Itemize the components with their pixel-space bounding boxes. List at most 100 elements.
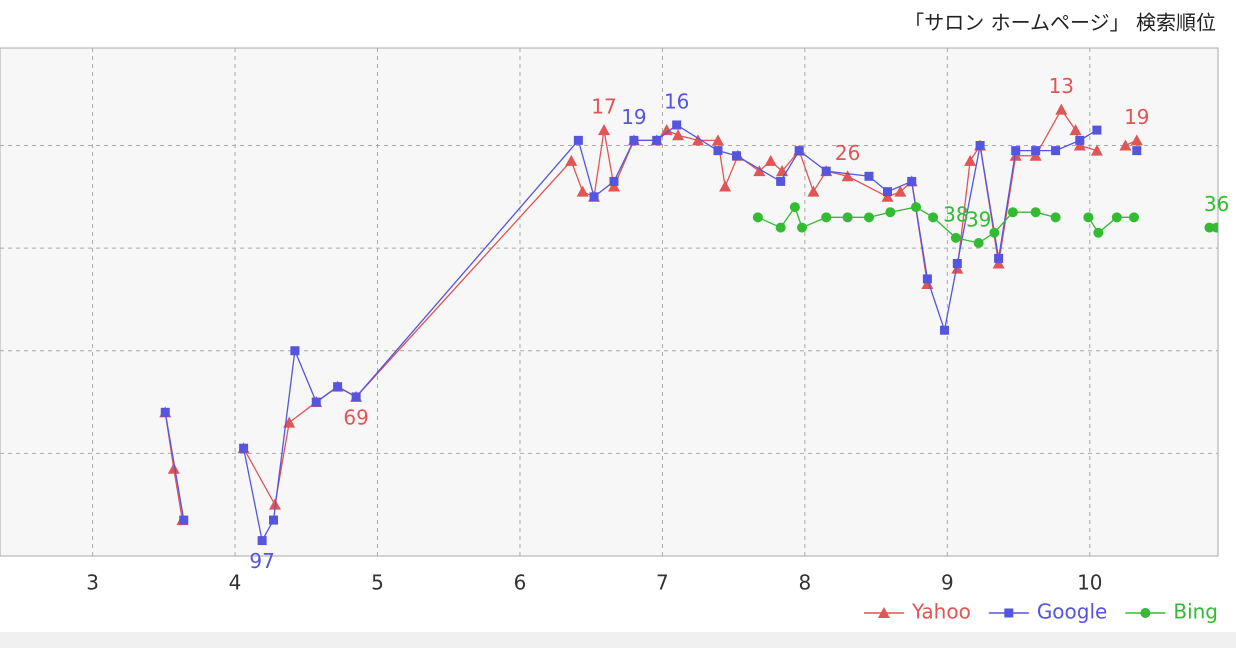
marker — [821, 166, 831, 176]
marker — [841, 170, 854, 182]
marker — [964, 154, 977, 166]
marker — [731, 151, 741, 161]
marker — [863, 212, 874, 223]
marker — [1051, 146, 1061, 156]
marker — [952, 259, 962, 269]
marker — [885, 207, 896, 218]
data-label: 36 — [1204, 192, 1229, 216]
marker — [239, 443, 249, 453]
series-line — [757, 205, 1056, 244]
marker — [179, 515, 189, 525]
marker — [269, 515, 279, 525]
marker — [992, 257, 1005, 269]
marker — [1090, 144, 1103, 156]
marker — [1031, 146, 1041, 156]
marker — [1007, 207, 1018, 218]
marker — [713, 146, 723, 156]
marker — [290, 346, 300, 356]
plot-layer — [159, 103, 1218, 546]
marker — [922, 274, 932, 284]
marker — [864, 171, 874, 181]
marker — [1119, 139, 1132, 151]
marker — [910, 202, 921, 213]
marker — [672, 129, 685, 141]
legend-marker — [1004, 608, 1014, 618]
marker — [672, 120, 682, 130]
data-label: 26 — [835, 141, 860, 165]
marker — [776, 176, 786, 186]
marker — [894, 185, 907, 197]
marker — [842, 212, 853, 223]
marker — [167, 462, 180, 474]
marker — [609, 176, 619, 186]
marker — [311, 397, 321, 407]
marker — [928, 212, 939, 223]
x-tick-label: 10 — [1077, 571, 1102, 595]
marker — [1030, 207, 1041, 218]
data-label: 19 — [621, 105, 646, 129]
x-tick-label: 6 — [514, 571, 527, 595]
marker — [589, 192, 599, 202]
marker — [160, 407, 170, 417]
x-tick-label: 9 — [941, 571, 954, 595]
x-tick-label: 5 — [371, 571, 384, 595]
marker — [752, 212, 763, 223]
marker — [797, 222, 808, 233]
marker — [1069, 124, 1082, 136]
marker — [1009, 149, 1022, 161]
marker — [1130, 134, 1143, 146]
marker — [1204, 222, 1215, 233]
marker — [573, 135, 583, 145]
marker — [794, 146, 804, 156]
marker — [629, 135, 639, 145]
marker — [1075, 135, 1085, 145]
marker — [719, 180, 732, 192]
legend-label: Yahoo — [911, 600, 971, 624]
data-label: 97 — [249, 549, 274, 573]
x-tick-label: 3 — [86, 571, 99, 595]
legend-label: Bing — [1173, 600, 1218, 624]
marker — [973, 237, 984, 248]
marker — [711, 134, 724, 146]
marker — [257, 536, 267, 546]
marker — [821, 212, 832, 223]
marker — [607, 180, 620, 192]
marker — [807, 185, 820, 197]
marker — [652, 135, 662, 145]
marker — [939, 325, 949, 335]
marker — [660, 124, 673, 136]
marker — [883, 187, 893, 197]
data-label: 13 — [1049, 74, 1074, 98]
legend-label: Google — [1037, 600, 1108, 624]
marker — [1011, 146, 1021, 156]
marker — [1128, 212, 1139, 223]
marker — [1083, 212, 1094, 223]
marker — [1132, 146, 1142, 156]
marker — [1029, 149, 1042, 161]
marker — [764, 154, 777, 166]
marker — [692, 134, 705, 146]
marker — [881, 190, 894, 202]
marker — [989, 227, 1000, 238]
marker — [1073, 139, 1086, 151]
marker — [1055, 103, 1068, 115]
marker — [565, 154, 578, 166]
marker — [598, 124, 611, 136]
marker — [789, 202, 800, 213]
data-label: 69 — [343, 405, 368, 429]
legend-marker — [1140, 608, 1151, 618]
data-label: 39 — [966, 207, 991, 231]
x-tick-label: 4 — [229, 571, 242, 595]
legend-marker — [877, 607, 890, 618]
marker — [975, 140, 985, 150]
marker — [907, 176, 917, 186]
x-tick-label: 8 — [799, 571, 812, 595]
marker — [753, 165, 766, 177]
data-label: 38 — [943, 202, 968, 226]
marker — [1211, 222, 1218, 233]
marker — [576, 185, 589, 197]
marker — [1092, 125, 1102, 135]
marker — [950, 232, 961, 243]
